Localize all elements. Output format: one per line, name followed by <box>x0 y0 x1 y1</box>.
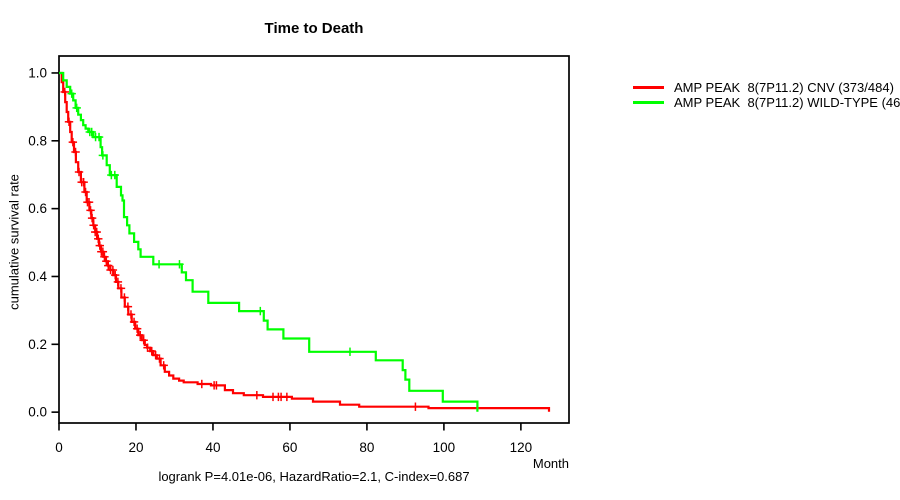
censor-marks-cnv <box>60 87 420 411</box>
km-step-path <box>59 71 551 412</box>
legend-line-red <box>633 86 664 89</box>
y-tick-label: 0.2 <box>28 337 47 352</box>
legend-label-cnv: AMP PEAK 8(7P11.2) CNV (373/484) <box>674 80 894 95</box>
x-tick-label: 100 <box>433 440 456 455</box>
y-tick-label: 1.0 <box>28 66 47 81</box>
page-title: Time to Death <box>264 20 364 37</box>
x-axis: 0 20 40 60 80 100 120 <box>55 423 532 455</box>
y-tick-label: 0.8 <box>28 133 47 148</box>
legend-item-cnv: AMP PEAK 8(7P11.2) CNV (373/484) <box>633 80 900 95</box>
x-tick-label: 60 <box>282 440 297 455</box>
legend-line-green <box>633 101 664 104</box>
y-tick-label: 0.6 <box>28 201 47 216</box>
x-tick-label: 0 <box>55 440 63 455</box>
legend-label-wildtype: AMP PEAK 8(7P11.2) WILD-TYPE (46/68) <box>674 95 900 110</box>
y-tick-label: 0.4 <box>28 269 47 284</box>
survival-curve-wildtype <box>59 71 479 412</box>
y-axis: 0.0 0.2 0.4 0.6 0.8 1.0 <box>28 66 59 420</box>
survival-curve-cnv <box>59 71 551 412</box>
x-tick-label: 80 <box>359 440 374 455</box>
censor-marks-wildtype <box>67 89 355 356</box>
x-tick-label: 40 <box>205 440 220 455</box>
x-tick-label: 120 <box>510 440 533 455</box>
y-tick-label: 0.0 <box>28 405 47 420</box>
legend-item-wildtype: AMP PEAK 8(7P11.2) WILD-TYPE (46/68) <box>633 95 900 110</box>
logrank-footnote: logrank P=4.01e-06, HazardRatio=2.1, C-i… <box>158 469 470 484</box>
x-axis-label: Month <box>532 456 569 471</box>
km-step-path <box>59 71 479 412</box>
x-tick-label: 20 <box>128 440 143 455</box>
plot-box <box>58 55 570 424</box>
legend: AMP PEAK 8(7P11.2) CNV (373/484) AMP PEA… <box>633 80 900 110</box>
